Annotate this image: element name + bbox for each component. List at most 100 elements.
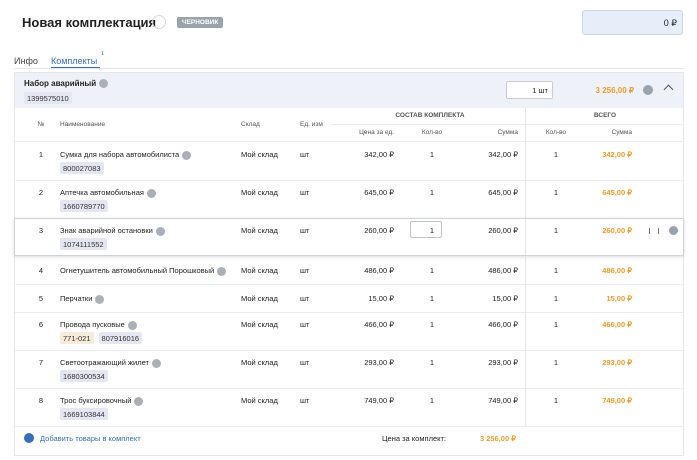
kit-name: Набор аварийный	[24, 79, 109, 89]
cell-total-sum: 15,00 ₽	[606, 294, 632, 303]
item-code: 1660789770	[60, 200, 108, 212]
cell-sum: 260,00 ₽	[488, 226, 518, 235]
tab[interactable]: Комплекты	[51, 56, 98, 66]
cell-sum: 15,00 ₽	[492, 294, 518, 303]
cell-total-quantity: 1	[553, 396, 559, 405]
separator	[14, 68, 684, 69]
cell-quantity: 1	[429, 266, 435, 275]
cell-total-sum: 749,00 ₽	[602, 396, 632, 405]
group-header: СОСТАВ КОМПЛЕКТА	[395, 112, 465, 119]
add-icon[interactable]	[24, 433, 34, 443]
cell-unit: шт	[300, 150, 310, 159]
cell-warehouse: Мой склад	[241, 266, 278, 275]
row-line	[15, 284, 683, 285]
info-icon	[95, 294, 105, 304]
cell-total-sum: 260,00 ₽	[602, 226, 632, 235]
cell-name: Знак аварийной остановки	[60, 226, 165, 236]
cell-quantity: 1	[429, 320, 435, 329]
column-divider	[525, 108, 526, 426]
row-line	[15, 388, 683, 389]
row-line	[15, 350, 683, 351]
total-value: 0 ₽	[663, 18, 677, 28]
cell-name: Светоотражающий жилет	[60, 358, 161, 368]
cell-price: 342,00 ₽	[364, 150, 394, 159]
cell-quantity: 1	[429, 396, 435, 405]
item-code: 807916016	[98, 332, 143, 344]
column-header: Сумма	[611, 129, 632, 136]
group-divider	[330, 124, 684, 125]
cell-warehouse: Мой склад	[241, 396, 278, 405]
kit-price-total: 3 256,00 ₽	[479, 434, 516, 443]
info-icon	[155, 226, 165, 236]
cell-unit: шт	[300, 188, 310, 197]
cell-price: 15,00 ₽	[368, 294, 394, 303]
cell-sum: 342,00 ₽	[488, 150, 518, 159]
info-icon	[99, 79, 109, 89]
tab[interactable]: Инфо	[14, 56, 38, 66]
cell-total-quantity: 1	[553, 188, 559, 197]
cell-quantity: 1	[429, 358, 435, 367]
kit-price-label: Цена за комплект:	[382, 434, 446, 443]
add-link[interactable]: Добавить товары в комплект	[40, 434, 141, 443]
cell-number: 6	[38, 320, 44, 329]
cell-total-quantity: 1	[553, 226, 559, 235]
info-icon	[134, 396, 144, 406]
cell-name: Сумка для набора автомобилиста	[60, 150, 192, 160]
cell-total-sum: 293,00 ₽	[602, 358, 632, 367]
cell-warehouse: Мой склад	[241, 188, 278, 197]
cell-number: 7	[38, 358, 44, 367]
info-icon	[182, 150, 192, 160]
row-line	[15, 180, 683, 181]
group-header: ВСЕГО	[593, 112, 617, 119]
cell-warehouse: Мой склад	[241, 150, 278, 159]
quantity-input[interactable]	[410, 221, 442, 238]
cell-name: Провода пусковые	[60, 320, 137, 330]
kit-header	[15, 73, 683, 108]
row-line	[15, 426, 683, 427]
info-icon	[151, 358, 161, 368]
cell-quantity: 1	[429, 150, 435, 159]
column-header: Ед. изм	[300, 121, 323, 128]
column-header: Склад	[241, 121, 260, 128]
cell-name: Аптечка автомобильная	[60, 188, 156, 198]
cell-unit: шт	[300, 266, 310, 275]
header-line	[15, 141, 683, 142]
cell-price: 466,00 ₽	[364, 320, 394, 329]
remove-row[interactable]	[669, 226, 678, 235]
column-header: Кол-во	[421, 129, 443, 136]
column-header: Сумма	[497, 129, 518, 136]
kit-price: 3 256,00 ₽	[595, 86, 634, 95]
remove-kit[interactable]	[643, 85, 653, 95]
cell-total-quantity: 1	[553, 358, 559, 367]
cell-sum: 293,00 ₽	[488, 358, 518, 367]
cell-sum: 466,00 ₽	[488, 320, 518, 329]
cell-unit: шт	[300, 396, 310, 405]
cell-total-quantity: 1	[553, 294, 559, 303]
status-badge: ЧЕРНОВИК	[177, 17, 224, 28]
cell-price: 749,00 ₽	[364, 396, 394, 405]
edit-button[interactable]	[152, 15, 166, 29]
cell-unit: шт	[300, 320, 310, 329]
cell-total-quantity: 1	[553, 150, 559, 159]
cell-price: 293,00 ₽	[364, 358, 394, 367]
item-code: 1074111552	[60, 238, 107, 250]
cell-number: 3	[38, 226, 44, 235]
cell-quantity: 1	[429, 294, 435, 303]
sort-icon[interactable]	[649, 228, 659, 234]
cell-warehouse: Мой склад	[241, 226, 278, 235]
kit-code: 1399575010	[24, 92, 72, 104]
cell-total-sum: 466,00 ₽	[602, 320, 632, 329]
item-code: 1669103844	[60, 408, 108, 420]
cell-warehouse: Мой склад	[241, 320, 278, 329]
cell-unit: шт	[300, 358, 310, 367]
row-line	[15, 312, 683, 313]
cell-warehouse: Мой склад	[241, 294, 278, 303]
kit-quantity[interactable]: 1 шт	[506, 81, 553, 99]
cell-number: 8	[38, 396, 44, 405]
item-code: 771-021	[60, 332, 94, 344]
cell-sum: 486,00 ₽	[488, 266, 518, 275]
row-line	[15, 256, 683, 257]
cell-unit: шт	[300, 294, 310, 303]
cell-total-sum: 486,00 ₽	[602, 266, 632, 275]
